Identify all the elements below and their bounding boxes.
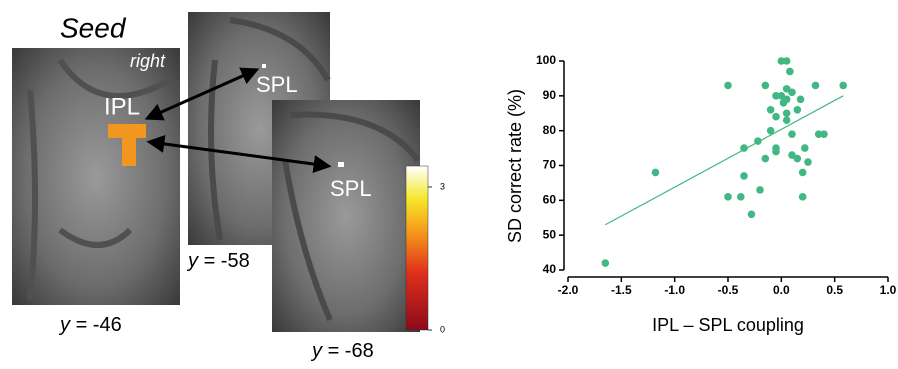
slice-axis: y xyxy=(186,250,199,272)
slice-coord: = -58 xyxy=(204,250,250,272)
point xyxy=(794,106,802,114)
point xyxy=(748,210,756,218)
point xyxy=(783,116,791,124)
seed-region-label: IPL xyxy=(104,93,140,120)
hemisphere-label: right xyxy=(130,51,166,71)
slice-coord: = -46 xyxy=(76,314,122,336)
x-tick-label: -1.0 xyxy=(664,283,685,297)
x-tick-label: -2.0 xyxy=(558,283,579,297)
point xyxy=(652,169,660,177)
point xyxy=(799,169,807,177)
target-label: SPL xyxy=(330,176,372,201)
colorbar-tick-label: 3 xyxy=(440,181,445,191)
target-roi xyxy=(262,64,266,68)
point xyxy=(799,193,807,201)
point xyxy=(740,144,748,152)
x-tick-label: 1.0 xyxy=(880,283,897,297)
slice-label: y = -46 xyxy=(58,314,122,336)
point xyxy=(724,193,732,201)
target-label: SPL xyxy=(256,72,298,97)
point xyxy=(783,96,791,104)
x-axis-title: IPL – SPL coupling xyxy=(652,315,804,335)
slice-coord: = -68 xyxy=(328,340,374,362)
point xyxy=(740,172,748,180)
y-tick-label: 80 xyxy=(543,123,557,137)
slice-label: y = -68 xyxy=(310,340,374,362)
target-roi xyxy=(338,162,344,167)
point xyxy=(737,193,745,201)
y-tick-label: 50 xyxy=(543,227,557,241)
y-tick-label: 90 xyxy=(543,88,557,102)
point xyxy=(772,148,780,156)
y-axis-title: SD correct rate (%) xyxy=(505,89,525,243)
point xyxy=(804,158,812,166)
colorbar xyxy=(406,166,428,330)
point xyxy=(788,130,796,138)
y-tick-label: 60 xyxy=(543,193,557,207)
point xyxy=(762,155,770,163)
x-tick-label: -0.5 xyxy=(718,283,739,297)
point xyxy=(801,144,809,152)
point xyxy=(767,127,775,135)
point xyxy=(783,109,791,117)
point xyxy=(783,57,791,65)
point xyxy=(820,130,828,138)
y-tick-label: 70 xyxy=(543,158,557,172)
point xyxy=(788,89,796,97)
slice-axis: y xyxy=(58,314,71,336)
y-tick-label: 100 xyxy=(536,53,556,67)
point xyxy=(754,137,762,145)
point xyxy=(762,82,770,90)
colorbar-tick-label: 0 xyxy=(440,324,445,334)
point xyxy=(756,186,764,194)
point xyxy=(794,155,802,163)
point xyxy=(772,113,780,121)
figure: Seed right IPL SPL SPL y = -46 y = -58 y… xyxy=(0,0,898,364)
point xyxy=(602,259,610,267)
slice-label: y = -58 xyxy=(186,250,250,272)
point xyxy=(724,82,732,90)
seed-title: Seed xyxy=(60,12,127,43)
point xyxy=(767,106,775,114)
y-tick-label: 40 xyxy=(543,262,557,276)
x-tick-label: 0.0 xyxy=(773,283,790,297)
point xyxy=(786,68,794,76)
x-tick-label: -1.5 xyxy=(611,283,632,297)
slice-axis: y xyxy=(310,340,323,362)
point xyxy=(839,82,847,90)
point xyxy=(812,82,820,90)
x-tick-label: 0.5 xyxy=(826,283,843,297)
point xyxy=(797,96,805,104)
